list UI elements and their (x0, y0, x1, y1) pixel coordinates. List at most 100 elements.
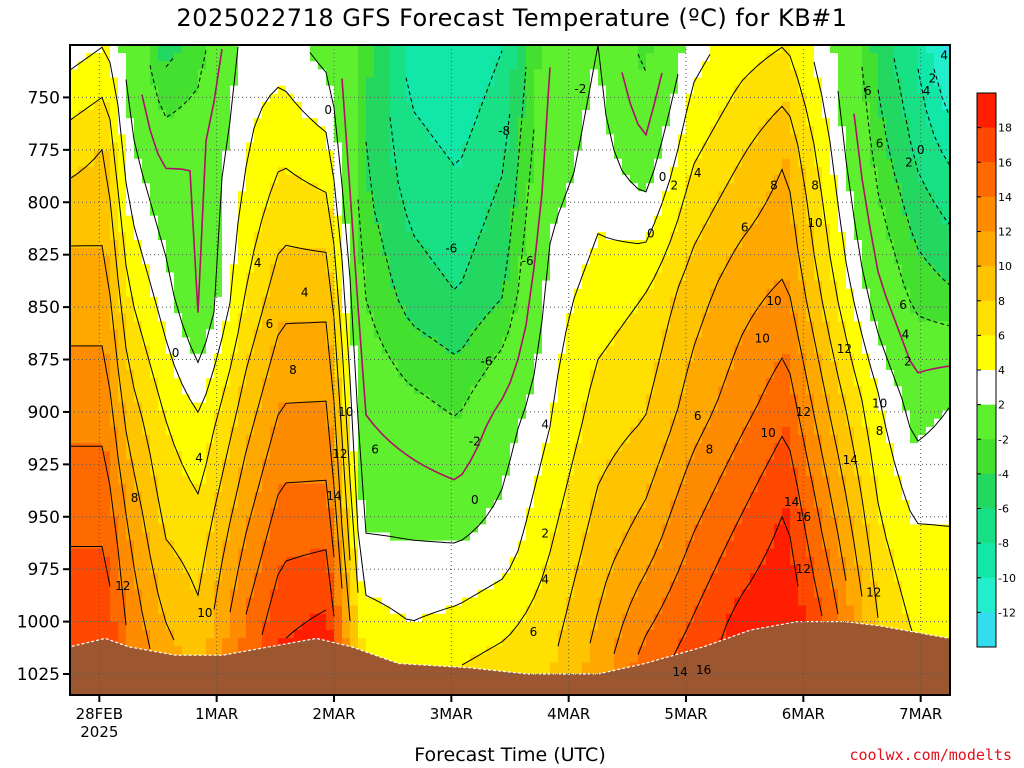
field-cell (462, 646, 471, 655)
field-cell (406, 597, 415, 607)
field-cell (342, 158, 351, 168)
field-cell (390, 321, 399, 330)
field-cell (182, 638, 191, 647)
field-cell (94, 248, 103, 257)
field-cell (166, 524, 175, 534)
field-cell (334, 516, 343, 525)
field-cell (398, 166, 407, 176)
field-cell (470, 386, 479, 395)
field-cell (486, 215, 495, 225)
field-cell (310, 540, 319, 550)
field-cell (494, 418, 503, 428)
field-cell (142, 353, 151, 363)
field-cell (398, 638, 407, 647)
field-cell (94, 101, 103, 111)
field-cell (414, 93, 423, 103)
field-cell (462, 475, 471, 485)
field-cell (526, 459, 535, 469)
field-cell (550, 475, 559, 485)
field-cell (190, 158, 199, 168)
field-cell (278, 158, 287, 168)
field-cell (478, 175, 487, 184)
field-cell (550, 85, 559, 95)
field-cell (478, 646, 487, 655)
field-cell (102, 207, 111, 217)
field-cell (198, 329, 207, 339)
field-cell (510, 475, 519, 485)
field-cell (238, 183, 247, 192)
field-cell (414, 272, 423, 282)
field-cell (550, 175, 559, 184)
field-cell (446, 589, 455, 599)
field-cell (462, 451, 471, 460)
field-cell (406, 175, 415, 184)
field-cell (470, 248, 479, 257)
field-cell (294, 630, 303, 639)
field-cell (78, 613, 87, 623)
field-cell (310, 459, 319, 469)
field-cell (510, 175, 519, 184)
field-cell (390, 459, 399, 469)
field-cell (190, 223, 199, 233)
field-cell (366, 418, 375, 428)
field-cell (542, 402, 551, 412)
field-cell (246, 370, 255, 379)
field-cell (470, 402, 479, 412)
field-cell (478, 443, 487, 452)
field-cell (510, 280, 519, 290)
field-cell (94, 483, 103, 493)
field-cell (534, 110, 543, 119)
field-cell (510, 435, 519, 444)
field-cell (550, 418, 559, 428)
field-cell (134, 329, 143, 339)
field-cell (94, 110, 103, 119)
field-cell (510, 256, 519, 265)
field-cell (190, 532, 199, 542)
field-cell (222, 175, 231, 184)
field-cell (318, 410, 327, 420)
field-cell (470, 491, 479, 501)
field-cell (366, 467, 375, 477)
field-cell (406, 329, 415, 339)
field-cell (166, 573, 175, 582)
field-cell (310, 475, 319, 485)
field-cell (414, 500, 423, 509)
field-cell (494, 45, 503, 54)
field-cell (382, 183, 391, 192)
field-cell (310, 361, 319, 371)
field-cell (406, 313, 415, 322)
field-cell (94, 191, 103, 200)
field-cell (286, 183, 295, 192)
field-cell (166, 638, 175, 647)
field-cell (558, 524, 567, 534)
field-cell (86, 491, 95, 501)
field-cell (126, 77, 135, 87)
field-cell (262, 231, 271, 241)
field-cell (422, 280, 431, 290)
field-cell (214, 402, 223, 412)
field-cell (406, 280, 415, 290)
field-cell (94, 605, 103, 615)
field-cell (486, 93, 495, 103)
field-cell (366, 305, 375, 314)
field-cell (158, 435, 167, 444)
field-cell (566, 69, 575, 79)
field-cell (110, 573, 119, 582)
field-cell (198, 134, 207, 144)
field-cell (310, 158, 319, 168)
field-cell (422, 540, 431, 550)
field-cell (406, 53, 415, 62)
field-cell (470, 264, 479, 274)
field-cell (254, 101, 263, 111)
field-cell (494, 500, 503, 509)
field-cell (166, 264, 175, 274)
field-cell (462, 556, 471, 566)
field-cell (342, 532, 351, 542)
field-cell (286, 532, 295, 542)
field-cell (86, 589, 95, 599)
field-cell (422, 467, 431, 477)
field-cell (238, 288, 247, 298)
field-cell (126, 426, 135, 436)
field-cell (518, 264, 527, 274)
field-cell (518, 199, 527, 209)
